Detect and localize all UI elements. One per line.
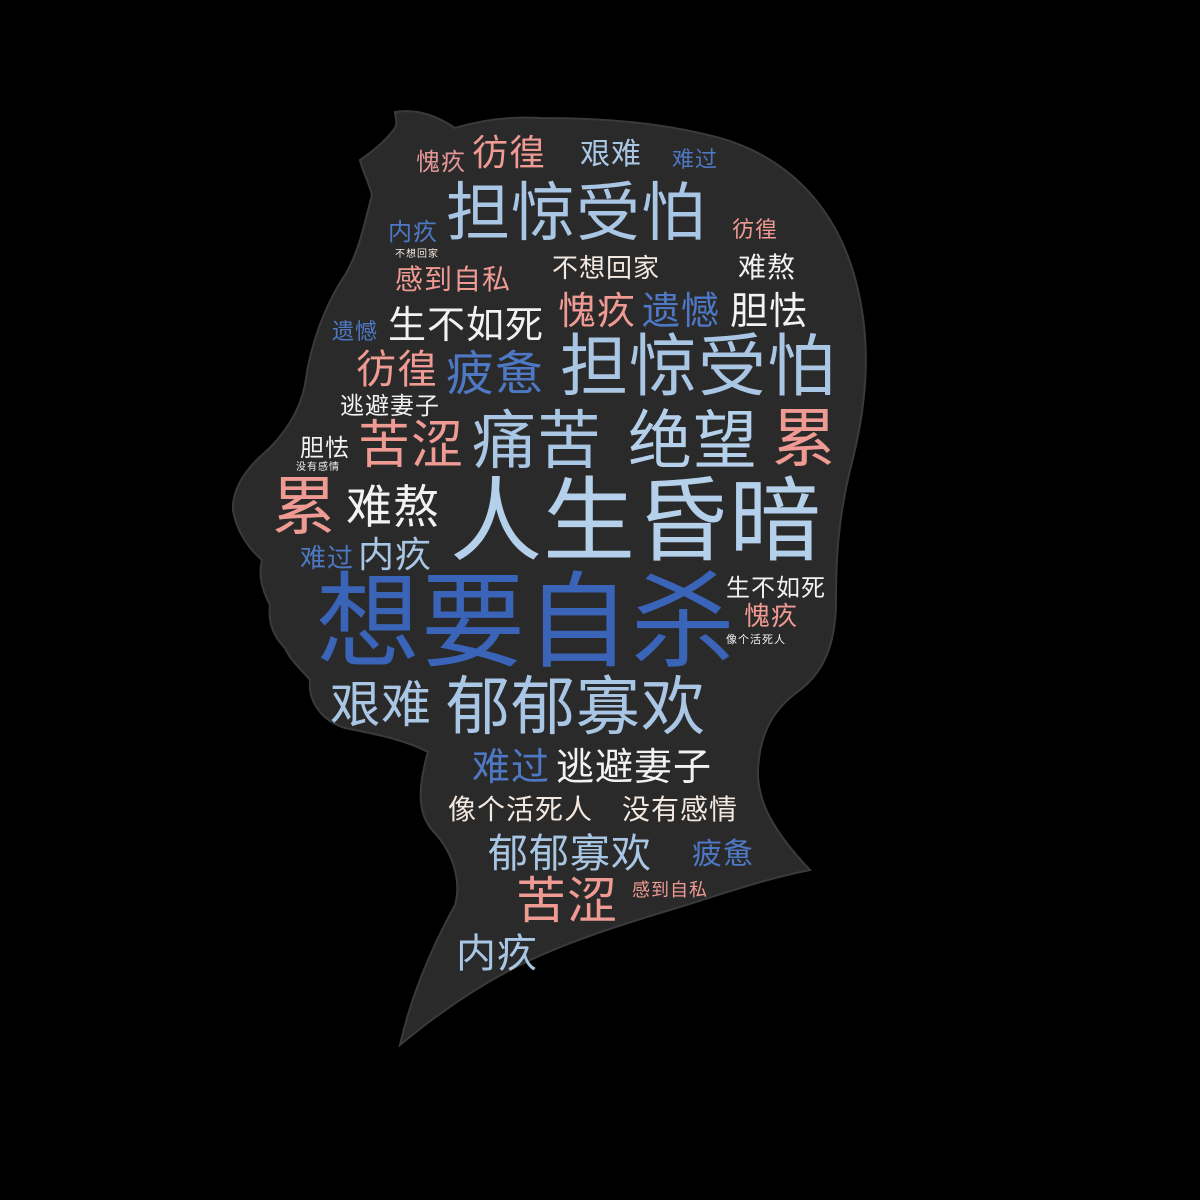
word-kuijiu-2: 愧疚 bbox=[558, 289, 637, 333]
word-nanguo-3: 难过 bbox=[472, 745, 551, 789]
word-meiyouganqing-small: 没有感情 bbox=[296, 462, 340, 473]
word-shengburusi-1: 生不如死 bbox=[388, 303, 545, 347]
head-silhouette-shape bbox=[231, 110, 867, 1048]
word-tongku-1: 痛苦 bbox=[472, 405, 602, 479]
word-xiangyaozisha: 想要自杀 bbox=[316, 561, 737, 683]
word-lei-1: 累 bbox=[772, 403, 837, 477]
word-neijiu-1: 内疚 bbox=[388, 218, 438, 246]
word-danqie-1: 胆怯 bbox=[730, 289, 809, 333]
word-nanguo-1: 难过 bbox=[672, 148, 719, 173]
word-danqie-2: 胆怯 bbox=[300, 434, 350, 462]
word-panghuang-1: 彷徨 bbox=[472, 133, 547, 174]
word-xianggehuosiren-1: 像个活死人 bbox=[448, 793, 594, 826]
word-buxianghuijia-small: 不想回家 bbox=[395, 249, 439, 260]
word-nanao-1: 难熬 bbox=[738, 251, 797, 284]
word-kuse-1: 苦涩 bbox=[358, 416, 465, 476]
word-meiyouganqing-1: 没有感情 bbox=[622, 793, 739, 826]
word-kuijiu-1: 愧疚 bbox=[416, 148, 466, 176]
word-yuyuguahuan-2: 郁郁寡欢 bbox=[488, 831, 652, 877]
word-yuyuguahuan-1: 郁郁寡欢 bbox=[446, 671, 706, 745]
word-gandaozisi-1: 感到自私 bbox=[395, 263, 512, 296]
word-panghuang-2: 彷徨 bbox=[732, 218, 779, 243]
word-neijiu-2: 内疚 bbox=[358, 535, 433, 576]
word-taobiqizi-2: 逃避妻子 bbox=[556, 745, 713, 789]
word-danjingshoupa-2: 担惊受怕 bbox=[560, 328, 837, 407]
word-juewang-1: 绝望 bbox=[628, 405, 758, 479]
word-kuijiu-3: 愧疚 bbox=[744, 602, 799, 632]
word-nanguo-2: 难过 bbox=[300, 544, 355, 574]
word-kuse-2: 苦涩 bbox=[516, 872, 618, 930]
word-gandaozisi-2: 感到自私 bbox=[632, 880, 708, 901]
word-panghuang-3: 彷徨 bbox=[356, 347, 438, 393]
word-pibei-1: 疲惫 bbox=[446, 346, 545, 402]
word-renshenghunan: 人生昏暗 bbox=[450, 468, 823, 575]
word-pibei-2: 疲惫 bbox=[692, 837, 754, 872]
word-nanao-2: 难熬 bbox=[346, 480, 440, 534]
word-buxianghuijia-1: 不想回家 bbox=[552, 254, 661, 284]
word-danjingshoupa-1: 担惊受怕 bbox=[446, 177, 706, 251]
word-jiannan-2: 艰难 bbox=[330, 676, 432, 734]
word-lei-2: 累 bbox=[272, 471, 337, 545]
word-taobiqizi-1: 逃避妻子 bbox=[340, 392, 440, 420]
word-jiannan-1: 艰难 bbox=[580, 137, 642, 172]
word-neijiu-3: 内疚 bbox=[456, 931, 538, 977]
word-shengburusi-2: 生不如死 bbox=[726, 574, 826, 602]
word-xianggehuosiren-small: 像个活死人 bbox=[726, 633, 786, 646]
word-yihan-2: 遗憾 bbox=[642, 289, 721, 333]
word-yihan-1: 遗憾 bbox=[332, 320, 379, 345]
